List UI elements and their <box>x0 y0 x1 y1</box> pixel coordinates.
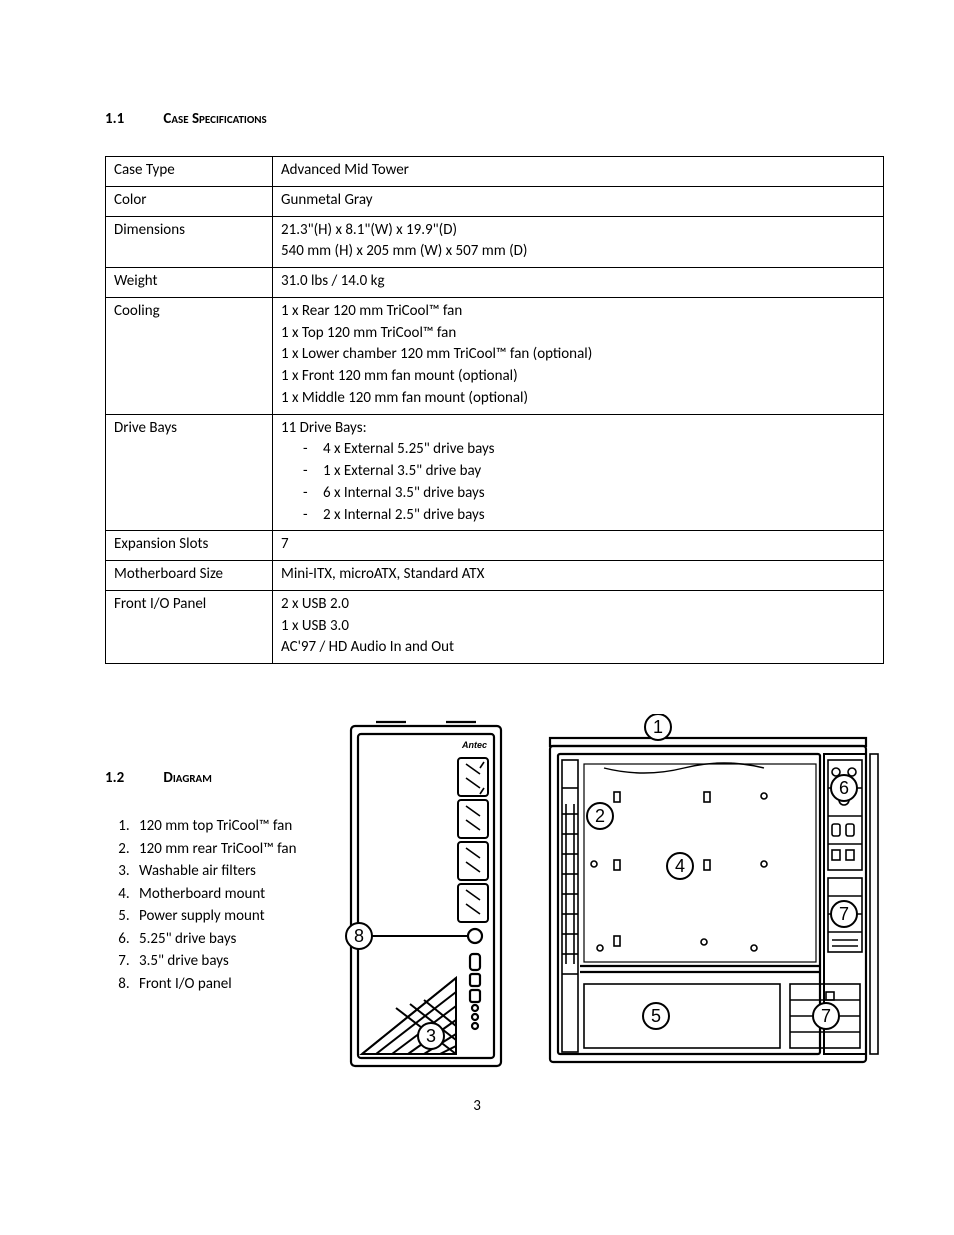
spec-value: Mini-ITX, microATX, Standard ATX <box>273 561 884 591</box>
table-row: ColorGunmetal Gray <box>106 186 884 216</box>
spec-bullet: 1 x External 3.5" drive bay <box>303 461 875 483</box>
table-row: Cooling1 x Rear 120 mm TriCool™ fan1 x T… <box>106 297 884 414</box>
legend-item: Front I/O panel <box>133 973 336 996</box>
spec-value: 1 x Rear 120 mm TriCool™ fan1 x Top 120 … <box>273 297 884 414</box>
spec-value: 21.3"(H) x 8.1"(W) x 19.9"(D)540 mm (H) … <box>273 216 884 268</box>
callout-3: 3 <box>418 1023 444 1049</box>
callout-1: 1 <box>645 714 671 740</box>
section-1-2-heading: 1.2 Diagram <box>105 769 336 787</box>
spec-value: 7 <box>273 531 884 561</box>
spec-key: Dimensions <box>106 216 273 268</box>
callout-5: 5 <box>643 1003 669 1029</box>
table-row: Motherboard SizeMini-ITX, microATX, Stan… <box>106 561 884 591</box>
spec-value-lead: 11 Drive Bays: <box>281 418 875 440</box>
callout-8: 8 <box>346 923 468 949</box>
diagram-legend: 120 mm top TriCool™ fan120 mm rear TriCo… <box>133 815 336 995</box>
spec-bullet: 6 x Internal 3.5" drive bays <box>303 483 875 505</box>
callout-6: 6 <box>831 775 857 801</box>
svg-text:1: 1 <box>653 717 663 737</box>
callout-7-lower: 7 <box>813 1003 839 1029</box>
legend-item: 120 mm top TriCool™ fan <box>133 815 336 838</box>
case-front-diagram: Antec <box>336 714 516 1074</box>
table-row: Expansion Slots7 <box>106 531 884 561</box>
callout-4: 4 <box>667 853 693 879</box>
spec-value: 31.0 lbs / 14.0 kg <box>273 268 884 298</box>
spec-value: 11 Drive Bays:4 x External 5.25" drive b… <box>273 414 884 531</box>
section-1-1-title: Case Specifications <box>163 110 266 128</box>
spec-key: Expansion Slots <box>106 531 273 561</box>
spec-key: Cooling <box>106 297 273 414</box>
table-row: Case TypeAdvanced Mid Tower <box>106 157 884 187</box>
legend-item: Motherboard mount <box>133 883 336 906</box>
page-number: 3 <box>0 1097 954 1115</box>
case-side-diagram: 1 2 4 5 <box>544 714 884 1074</box>
spec-key: Weight <box>106 268 273 298</box>
legend-item: 3.5" drive bays <box>133 950 336 973</box>
legend-item: Power supply mount <box>133 905 336 928</box>
table-row: Weight31.0 lbs / 14.0 kg <box>106 268 884 298</box>
table-row: Drive Bays11 Drive Bays:4 x External 5.2… <box>106 414 884 531</box>
spec-bullet: 2 x Internal 2.5" drive bays <box>303 505 875 527</box>
spec-value: Gunmetal Gray <box>273 186 884 216</box>
callout-2: 2 <box>587 803 613 829</box>
table-row: Front I/O Panel2 x USB 2.01 x USB 3.0AC'… <box>106 590 884 663</box>
spec-bullet-list: 4 x External 5.25" drive bays1 x Externa… <box>303 439 875 526</box>
table-row: Dimensions21.3"(H) x 8.1"(W) x 19.9"(D)5… <box>106 216 884 268</box>
legend-item: 5.25" drive bays <box>133 928 336 951</box>
spec-value: Advanced Mid Tower <box>273 157 884 187</box>
section-1-1-heading: 1.1 Case Specifications <box>105 110 884 128</box>
spec-bullet: 4 x External 5.25" drive bays <box>303 439 875 461</box>
svg-text:8: 8 <box>354 926 364 946</box>
spec-value: 2 x USB 2.01 x USB 3.0AC'97 / HD Audio I… <box>273 590 884 663</box>
legend-item: Washable air filters <box>133 860 336 883</box>
svg-text:5: 5 <box>651 1006 661 1026</box>
spec-key: Front I/O Panel <box>106 590 273 663</box>
spec-key: Color <box>106 186 273 216</box>
spec-key: Case Type <box>106 157 273 187</box>
section-1-1-num: 1.1 <box>105 110 160 128</box>
legend-item: 120 mm rear TriCool™ fan <box>133 838 336 861</box>
svg-text:7: 7 <box>821 1006 831 1026</box>
spec-key: Motherboard Size <box>106 561 273 591</box>
svg-text:6: 6 <box>839 778 849 798</box>
callout-7: 7 <box>831 901 857 927</box>
brand-label: Antec <box>461 740 487 750</box>
section-1-2-num: 1.2 <box>105 769 160 787</box>
section-1-2-title: Diagram <box>163 769 211 787</box>
svg-text:4: 4 <box>675 856 685 876</box>
spec-table: Case TypeAdvanced Mid TowerColorGunmetal… <box>105 156 884 664</box>
svg-text:2: 2 <box>595 806 605 826</box>
svg-text:3: 3 <box>426 1026 436 1046</box>
svg-text:7: 7 <box>839 904 849 924</box>
spec-key: Drive Bays <box>106 414 273 531</box>
